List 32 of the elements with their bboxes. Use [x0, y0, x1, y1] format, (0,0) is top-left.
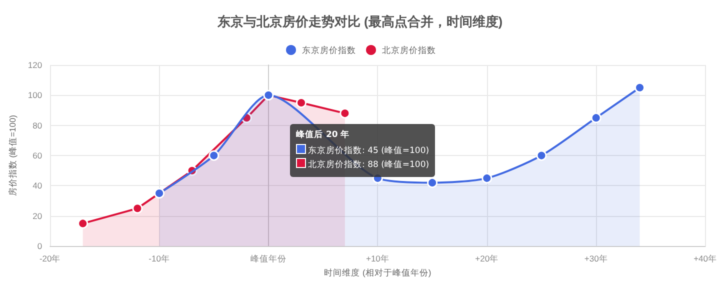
- x-tick-label: +40年: [694, 254, 717, 264]
- legend-label: 东京房价指数: [302, 45, 356, 55]
- y-tick-label: 40: [32, 180, 42, 191]
- x-tick-label: -20年: [39, 254, 61, 264]
- x-tick-label: +20年: [475, 254, 499, 264]
- tooltip-box: 峰值后 20 年 东京房价指数: 45 (峰值=100) 北京房价指数: 88 (峰值=100): [290, 124, 436, 177]
- y-tick-label: 20: [32, 210, 42, 221]
- chart-title: 东京与北京房价走势对比 (最高点合并，时间维度): [216, 14, 503, 29]
- y-axis-title: 房价指数 (峰值=100): [8, 114, 18, 196]
- point: [590, 112, 602, 124]
- y-tick-label: 80: [32, 120, 42, 130]
- x-tick-label: +10年: [366, 254, 390, 264]
- x-tick-label: 峰值年份: [250, 254, 286, 264]
- point: [78, 218, 88, 229]
- legend-label: 北京房价指数: [382, 45, 436, 55]
- point: [208, 150, 220, 161]
- point: [482, 172, 492, 184]
- x-axis-title: 时间维度 (相对于峰值年份): [324, 268, 432, 278]
- x-tick-label: +30年: [584, 254, 608, 264]
- x-tick-label: -10年: [148, 254, 170, 264]
- annotation: 东京房价指数: 45 (峰值=100): [307, 144, 430, 158]
- point: [536, 150, 547, 161]
- point: [132, 203, 143, 214]
- y-tick-label: 60: [32, 150, 42, 161]
- point: [154, 188, 165, 199]
- annotation: 北京房价指数: 88 (峰值=100): [307, 158, 430, 172]
- point: [340, 108, 350, 119]
- point: [427, 177, 438, 188]
- y-tick-label: 0: [37, 241, 42, 252]
- y-tick-label: 120: [28, 60, 42, 70]
- y-tick-label: 100: [28, 90, 42, 100]
- annotation: 峰值后 20 年: [296, 129, 351, 142]
